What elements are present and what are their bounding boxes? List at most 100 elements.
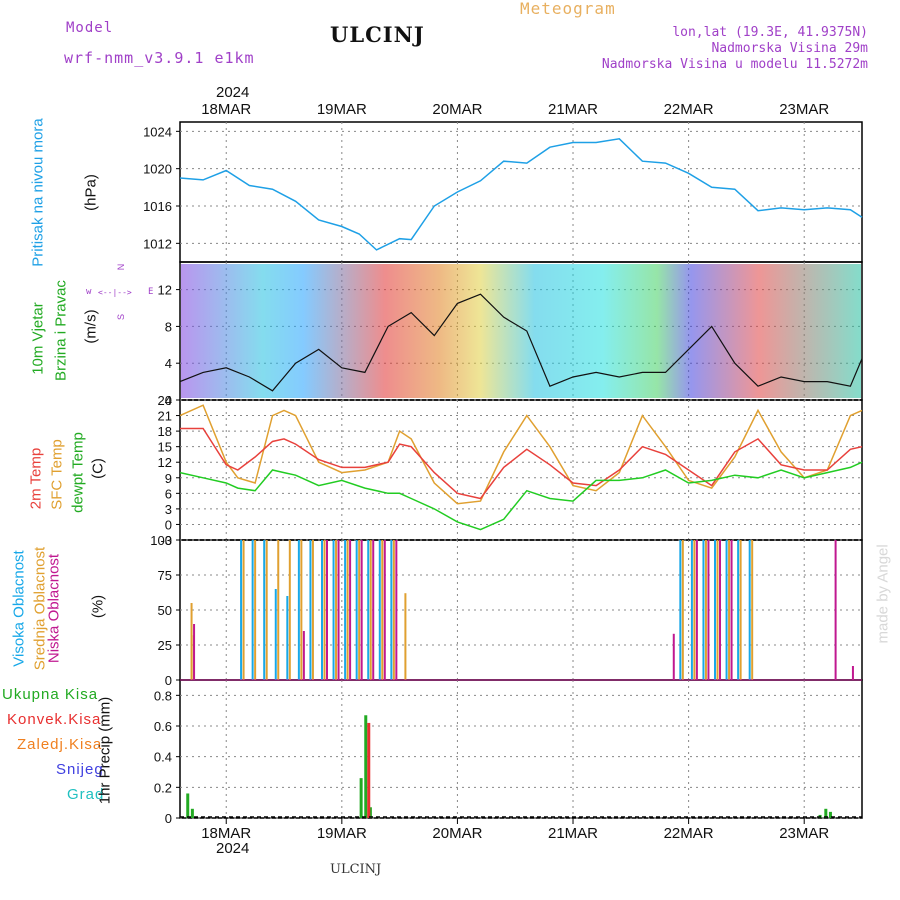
mid-cloud-bar — [254, 540, 257, 680]
temperature-ytick-label: 6 — [165, 486, 172, 501]
mid-cloud-bar — [369, 540, 372, 680]
legend-konvek: Konvek.Kisa — [7, 711, 102, 728]
mid-cloud-bar — [288, 540, 291, 680]
low-cloud-bar — [360, 540, 363, 680]
low-cloud-bar — [707, 540, 710, 680]
convective-rain-bar — [367, 722, 371, 818]
model-elevation-text: Nadmorska Visina u modelu 11.5272m — [601, 57, 868, 72]
bottom-year-label: 2024 — [216, 840, 250, 857]
cloud-ytick-label: 75 — [158, 568, 172, 583]
low-cloud-bar — [719, 540, 722, 680]
bottom-day-label: 18MAR — [201, 825, 251, 842]
mid-cloud-bar — [346, 540, 349, 680]
cloud-ytick-label: 100 — [150, 533, 172, 548]
pressure-ytick-label: 1016 — [143, 199, 172, 214]
pressure-ytick-label: 1020 — [143, 162, 172, 177]
precip-ytick-label: 0.6 — [154, 719, 172, 734]
high-cloud-bar — [240, 540, 243, 680]
sfc-temp-line — [179, 404, 863, 505]
high-cloud-bar — [332, 540, 335, 680]
lonlat-text: lon,lat (19.3E, 41.9375N) — [672, 25, 868, 40]
legend-ukupna: Ukupna Kisa — [2, 686, 99, 703]
wind-speed-line — [179, 293, 863, 392]
temperature-ytick-label: -3 — [160, 533, 172, 548]
high-cloud-bar — [679, 540, 682, 680]
low-cloud-bar — [302, 631, 305, 680]
mid-cloud-bar — [335, 540, 338, 680]
elevation-text: Nadmorska Visina 29m — [711, 41, 868, 56]
total-rain-bar — [828, 811, 832, 818]
low-cloud-bar — [695, 540, 698, 680]
wind-ytick-label: 4 — [165, 356, 172, 371]
high-cloud-bar — [725, 540, 728, 680]
top-day-label: 20MAR — [432, 101, 482, 118]
temperature-ytick-label: 12 — [158, 455, 172, 470]
mid-cloud-bar — [739, 540, 742, 680]
high-cloud-bar — [737, 540, 740, 680]
low-cloud-bar — [349, 540, 352, 680]
cloud-ytick-label: 25 — [158, 638, 172, 653]
high-cloud-bar — [309, 540, 312, 680]
high-cloud-bar — [355, 540, 358, 680]
mid-cloud-bar — [392, 540, 395, 680]
2m-temp-line — [180, 427, 863, 500]
mid-cloud-bar — [323, 540, 326, 680]
mid-cloud-bar — [751, 540, 754, 680]
mid-cloud-bar — [716, 540, 719, 680]
top-day-label: 19MAR — [317, 101, 367, 118]
total-rain-bar — [824, 808, 828, 818]
pressure-line — [179, 138, 863, 251]
high-cloud-bar — [378, 540, 381, 680]
total-rain-bar — [359, 778, 363, 818]
mid-cloud-bar — [358, 540, 361, 680]
low-cloud-bar — [383, 540, 386, 680]
temperature-ytick-label: 9 — [165, 471, 172, 486]
precip-ytick-label: 0 — [165, 811, 172, 826]
top-day-label: 22MAR — [664, 101, 714, 118]
high-cloud-bar — [748, 540, 751, 680]
mid-cloud-bar — [704, 540, 707, 680]
bottom-day-label: 21MAR — [548, 825, 598, 842]
mid-cloud-bar — [311, 540, 314, 680]
cloud-ytick-label: 0 — [165, 673, 172, 688]
cloud-ytick-label: 50 — [158, 603, 172, 618]
wind-ytick-label: 12 — [158, 283, 172, 298]
low-cloud-bar — [337, 540, 340, 680]
low-cloud-bar — [325, 540, 328, 680]
low-cloud-bar — [193, 624, 196, 680]
low-cloud-bar — [395, 540, 398, 680]
wind-ytick-label: 0 — [165, 393, 172, 408]
mid-cloud-bar — [728, 540, 731, 680]
high-cloud-bar — [251, 540, 254, 680]
precip-frame — [179, 679, 863, 819]
dewpt-line — [179, 461, 863, 531]
mid-cloud-bar — [381, 540, 384, 680]
high-cloud-bar — [390, 540, 393, 680]
temperature-ytick-label: 0 — [165, 517, 172, 532]
wind-ytick-label: 8 — [165, 319, 172, 334]
model-label: Model — [66, 20, 114, 36]
top-day-label: 21MAR — [548, 101, 598, 118]
low-cloud-bar — [672, 633, 675, 680]
temperature-ytick-label: 18 — [158, 424, 172, 439]
pressure-ytick-label: 1024 — [143, 124, 172, 139]
mid-cloud-bar — [242, 540, 245, 680]
total-rain-bar — [364, 715, 368, 818]
temperature-ytick-label: 24 — [158, 393, 172, 408]
low-cloud-bar — [834, 540, 837, 680]
temperature-frame — [179, 399, 863, 541]
top-year-label: 2024 — [216, 84, 250, 101]
bottom-day-label: 19MAR — [317, 825, 367, 842]
top-day-label: 23MAR — [779, 101, 829, 118]
precip-ytick-label: 0.4 — [154, 750, 172, 765]
high-cloud-bar — [714, 540, 717, 680]
precip-ytick-label: 0.8 — [154, 688, 172, 703]
high-cloud-bar — [702, 540, 705, 680]
pressure-frame — [179, 121, 863, 263]
meteogram-title: Meteogram — [520, 0, 616, 18]
station-title: ULCINJ — [330, 22, 425, 47]
bottom-day-label: 22MAR — [664, 825, 714, 842]
temperature-ytick-label: 21 — [158, 409, 172, 424]
high-cloud-bar — [274, 589, 277, 680]
